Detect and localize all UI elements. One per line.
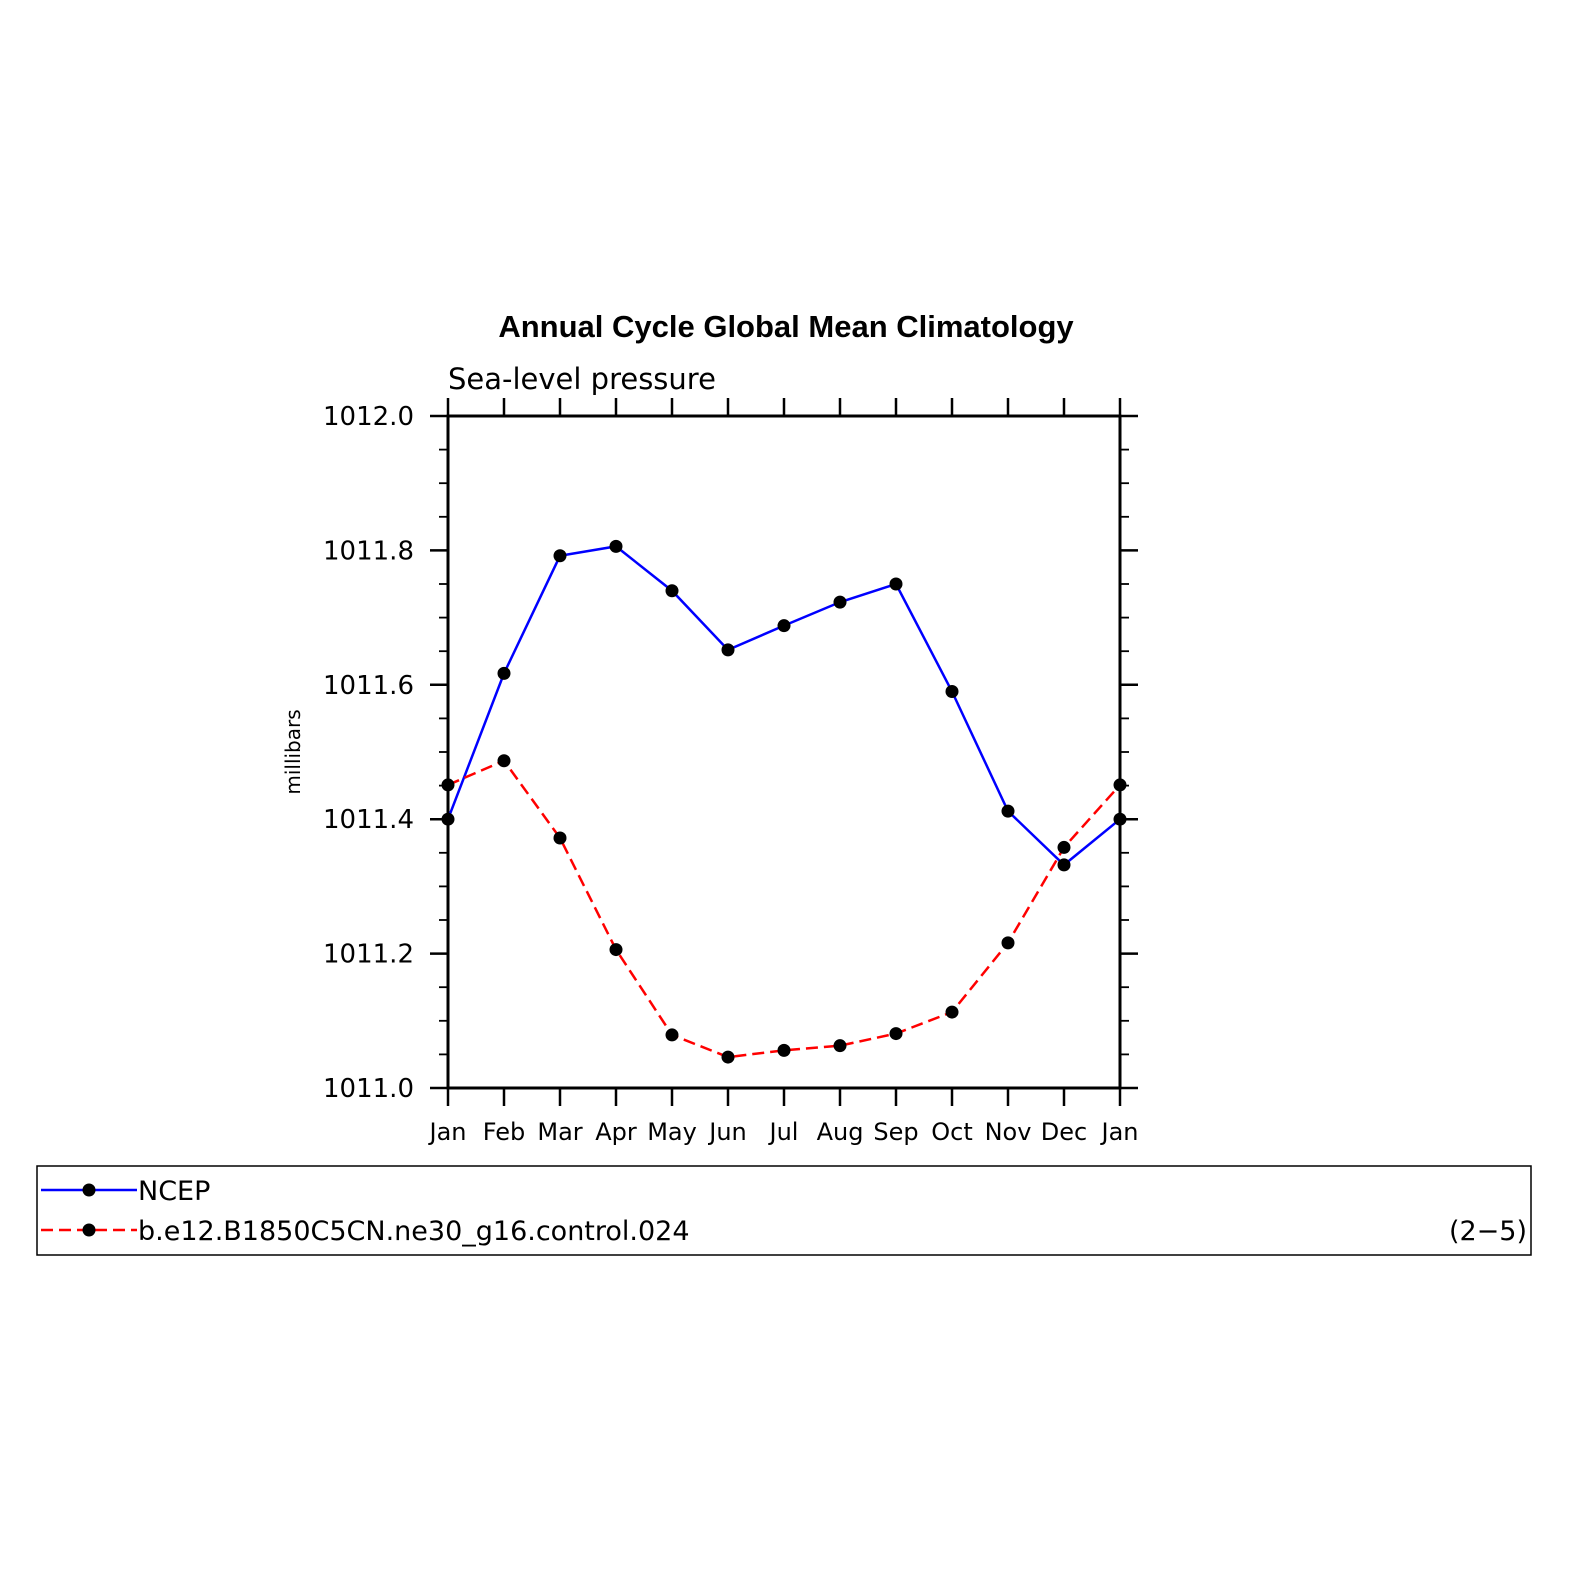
legend-label-2: b.e12.B1850C5CN.ne30_g16.control.024 [138, 1216, 690, 1247]
x-tick-label: Nov [985, 1118, 1032, 1146]
chart-subtitle: Sea-level pressure [448, 362, 716, 396]
x-tick-label: Apr [595, 1118, 637, 1146]
legend-panel-number: (2−5) [1449, 1216, 1527, 1247]
series-1-point [553, 549, 567, 563]
y-axis-label: millibars [281, 709, 305, 794]
x-tick-label: Jan [428, 1118, 467, 1146]
y-tick-label: 1011.8 [323, 536, 414, 566]
series-1-point [833, 595, 847, 609]
series-1-point [609, 539, 623, 553]
x-tick-label: Oct [931, 1118, 973, 1146]
series-2-point [721, 1050, 735, 1064]
series-2-point [1113, 778, 1127, 792]
series-2-point [833, 1039, 847, 1053]
series-1-point [777, 619, 791, 633]
series-1-point [721, 643, 735, 657]
series-2-point [609, 943, 623, 957]
legend-label-1: NCEP [138, 1176, 210, 1207]
series-2-point [1001, 936, 1015, 950]
series-2-point [441, 778, 455, 792]
series-1-point [1057, 858, 1071, 872]
plot-frame [446, 414, 1122, 1090]
series-1-point [889, 577, 903, 591]
series-2-point [665, 1028, 679, 1042]
series-2-point [889, 1027, 903, 1041]
series-2-point [777, 1043, 791, 1057]
series-2-point [1057, 840, 1071, 854]
legend: NCEP b.e12.B1850C5CN.ne30_g16.control.024… [36, 1165, 1532, 1256]
x-tick-label: Jan [1100, 1118, 1139, 1146]
series-line-1 [446, 545, 1121, 867]
series-1-point [441, 812, 455, 826]
legend-entries: NCEP b.e12.B1850C5CN.ne30_g16.control.024 [41, 1176, 690, 1247]
x-tick-label: May [647, 1118, 697, 1146]
y-tick-label: 1011.6 [323, 671, 414, 701]
y-tick-label: 1011.0 [323, 1074, 414, 1104]
series-line-2 [447, 759, 1121, 1059]
series-layer [441, 539, 1127, 1064]
legend-marker-2 [82, 1223, 96, 1237]
series-1-point [1113, 812, 1127, 826]
series-2-point [945, 1005, 959, 1019]
series-2-point [497, 754, 511, 768]
series-1-point [945, 685, 959, 699]
x-tick-label: Jun [707, 1118, 747, 1146]
y-tick-label: 1012.0 [323, 402, 414, 432]
x-tick-label: Aug [817, 1118, 864, 1146]
series-1-point [497, 666, 511, 680]
axis-ticks: Jan Feb Mar Apr May Jun Jul Aug Sep Oct Nov Dec Jan 1… [323, 398, 1139, 1146]
legend-marker-1 [82, 1183, 96, 1197]
series-1-point [1001, 804, 1015, 818]
series-2-point [553, 831, 567, 845]
x-tick-label: Feb [483, 1118, 526, 1146]
series-1-point [665, 584, 679, 598]
x-tick-label: Dec [1041, 1118, 1087, 1146]
y-tick-label: 1011.2 [323, 940, 414, 970]
legend-box [36, 1165, 1532, 1256]
x-tick-label: Sep [873, 1118, 918, 1146]
y-tick-label: 1011.4 [323, 805, 414, 835]
x-tick-label: Mar [537, 1118, 582, 1146]
x-tick-label: Jul [768, 1118, 799, 1146]
chart-title: Annual Cycle Global Mean Climatology [498, 309, 1074, 344]
